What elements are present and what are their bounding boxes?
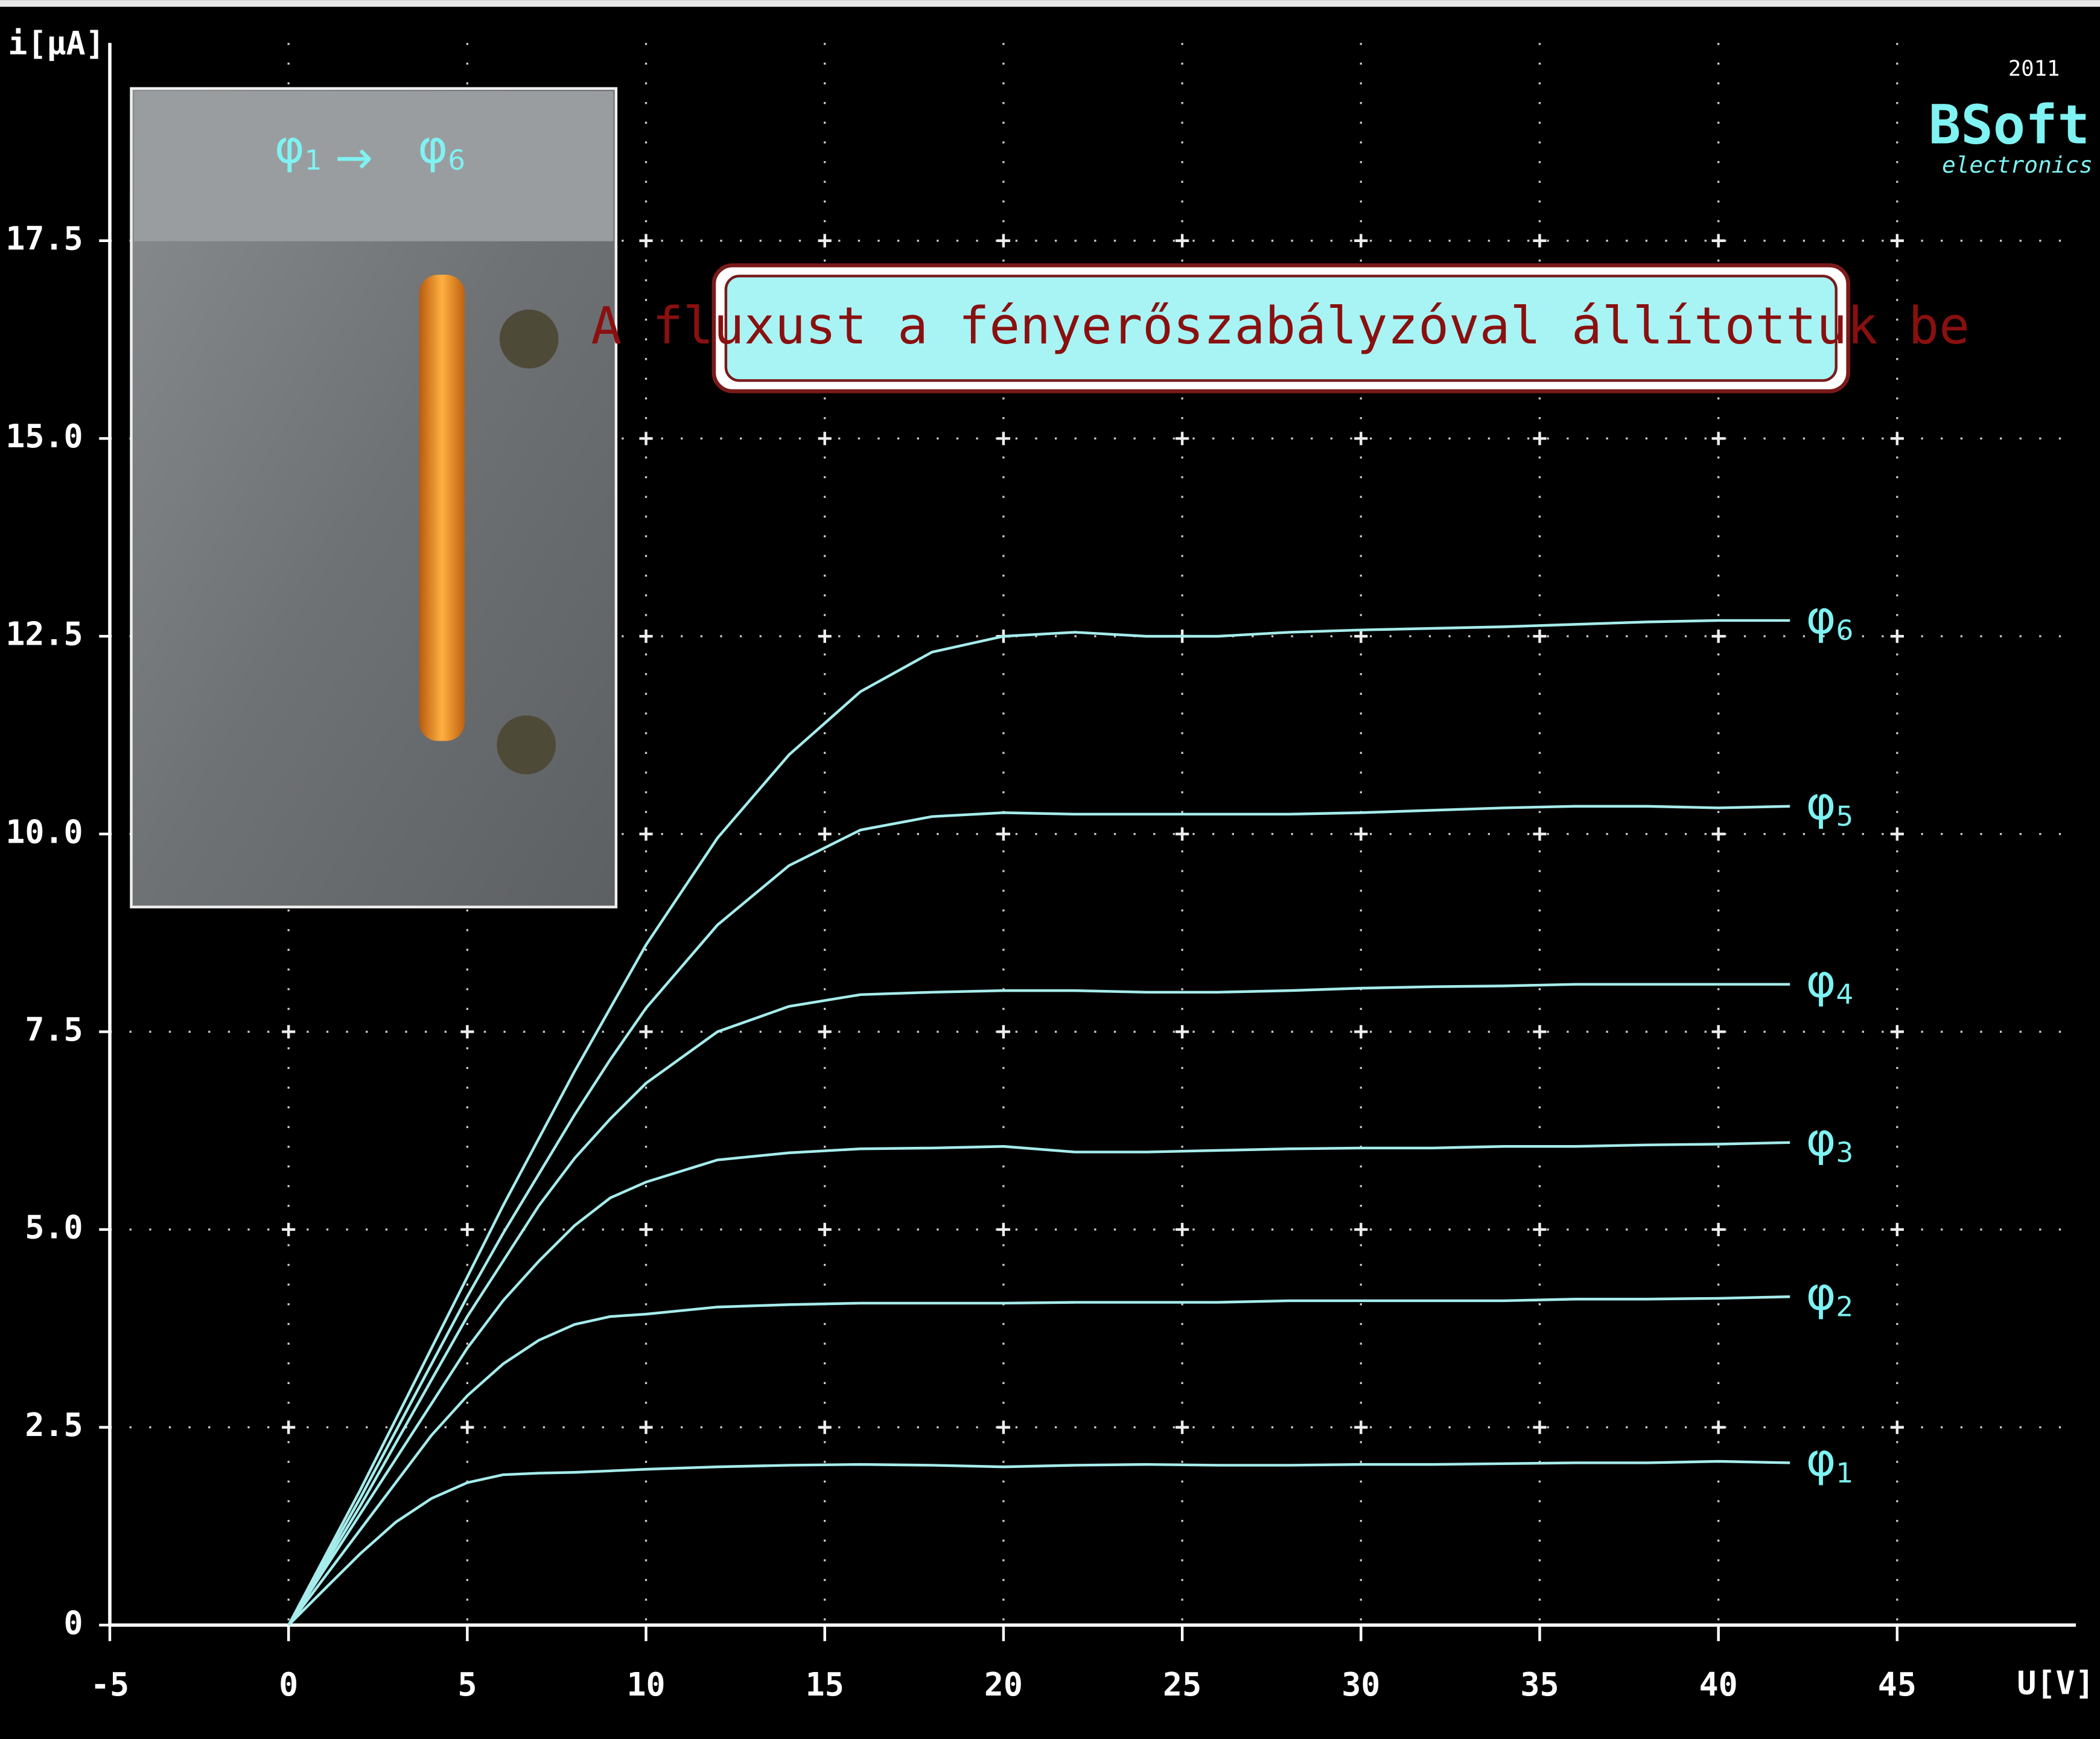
y-tick-label: 0 [64,1604,83,1642]
y-axis-label: i[μA] [8,25,104,62]
y-tick-label: 12.5 [5,616,83,653]
chart-title: A fluxust a fényerőszabályzóval állított… [591,296,1970,356]
x-tick-label: 20 [984,1666,1023,1703]
chart: i[μA] U[V] φ1 → φ6 A fluxust a fényerősz… [0,0,2100,1739]
photo-inset: φ1 → φ6 [132,89,616,907]
x-tick-label: 5 [457,1666,477,1703]
y-tick-label: 5.0 [25,1209,83,1246]
y-tick-label: 17.5 [5,220,83,257]
y-tick-label: 7.5 [25,1011,83,1048]
x-axis-label: U[V] [2017,1665,2094,1702]
y-tick-label: 15.0 [5,418,83,455]
logo-name: BSoft [1929,94,2090,156]
logo-sub: electronics [1942,152,2093,178]
inset-label-arrow: → [335,131,373,184]
x-tick-label: 35 [1520,1666,1559,1703]
y-tick-label: 2.5 [25,1406,83,1444]
y-tick-label: 10.0 [5,813,83,850]
x-tick-label: 10 [626,1666,665,1703]
x-tick-label: 45 [1878,1666,1917,1703]
x-tick-label: -5 [91,1666,129,1703]
x-tick-label: 15 [806,1666,844,1703]
logo-year: 2011 [2008,57,2060,81]
x-tick-label: 25 [1163,1666,1201,1703]
x-tick-label: 30 [1341,1666,1380,1703]
x-tick-label: 0 [279,1666,298,1703]
top-strip [0,0,2100,7]
x-tick-label: 40 [1699,1666,1738,1703]
